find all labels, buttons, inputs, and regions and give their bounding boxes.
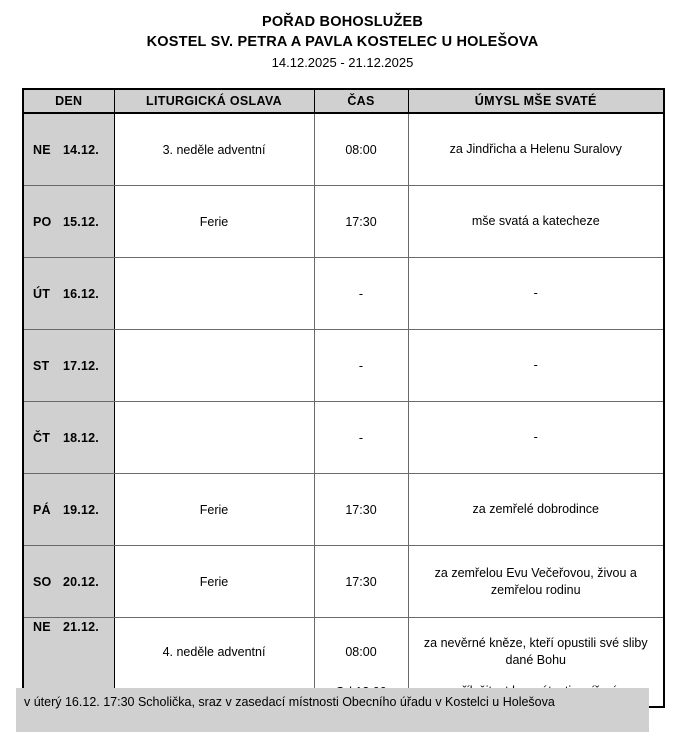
day-date: 20.12. — [63, 574, 99, 589]
column-header-liturgy: LITURGICKÁ OSLAVA — [113, 88, 315, 114]
cell-intention: - — [407, 401, 665, 474]
table-header: DEN LITURGICKÁ OSLAVA ČAS ÚMYSL MŠE SVAT… — [22, 88, 665, 114]
page-date-range: 14.12.2025 - 21.12.2025 — [271, 55, 414, 70]
liturgy-text: 4. neděle adventní — [162, 645, 266, 659]
cell-liturgy — [113, 401, 315, 474]
table-row: NE 14.12. 3. neděle adventní 08:00 za Jindři… — [22, 112, 665, 186]
time-text: 08:00 — [345, 645, 377, 659]
cell-liturgy: 3. neděle adventní — [113, 112, 315, 186]
table-row: ST 17.12. - - — [22, 329, 665, 402]
cell-liturgy: Ferie — [113, 545, 315, 618]
table-header-row: DEN LITURGICKÁ OSLAVA ČAS ÚMYSL MŠE SVAT… — [22, 88, 665, 114]
schedule-table: DEN LITURGICKÁ OSLAVA ČAS ÚMYSL MŠE SVAT… — [22, 88, 665, 708]
cell-day: SO 20.12. — [22, 545, 115, 618]
day-date: 17.12. — [63, 358, 99, 373]
table-row: ČT 18.12. - - — [22, 401, 665, 474]
cell-time: 17:30 — [313, 473, 409, 546]
cell-day: ÚT 16.12. — [22, 257, 115, 330]
intention-text: za nevěrné kněze, kteří opustili své sli… — [423, 635, 648, 667]
cell-time: - — [313, 329, 409, 402]
cell-intention: za zemřelou Evu Večeřovou, živou a zemře… — [407, 545, 665, 618]
cell-intention: mše svatá a katecheze — [407, 185, 665, 258]
table-body: NE 14.12. 3. neděle adventní 08:00 za Jindři… — [22, 112, 665, 708]
day-of-week: PO — [33, 214, 52, 229]
cell-day: ČT 18.12. — [22, 401, 115, 474]
day-date: 19.12. — [63, 502, 99, 517]
cell-intention: za Jindřicha a Helenu Suralovy — [407, 112, 665, 186]
day-date: 15.12. — [63, 214, 99, 229]
day-date: 18.12. — [63, 430, 99, 445]
day-of-week: ČT — [33, 430, 51, 445]
cell-liturgy: Ferie — [113, 185, 315, 258]
cell-intention: - — [407, 329, 665, 402]
page-subtitle-church: KOSTEL SV. PETRA A PAVLA KOSTELEC U HOLE… — [146, 34, 539, 50]
schedule-table-container: DEN LITURGICKÁ OSLAVA ČAS ÚMYSL MŠE SVAT… — [22, 88, 665, 708]
cell-day: PO 15.12. — [22, 185, 115, 258]
cell-liturgy: Ferie — [113, 473, 315, 546]
day-date: 14.12. — [63, 142, 99, 157]
column-header-day: DEN — [22, 88, 115, 114]
cell-intention: - — [407, 257, 665, 330]
day-of-week: ÚT — [33, 286, 51, 301]
page-title-block: POŘAD BOHOSLUŽEB KOSTEL SV. PETRA A PAVL… — [0, 0, 685, 74]
cell-day: ST 17.12. — [22, 329, 115, 402]
table-row: ÚT 16.12. - - — [22, 257, 665, 330]
cell-time: - — [313, 257, 409, 330]
footer-note: v úterý 16.12. 17:30 Scholička, sraz v z… — [16, 688, 649, 732]
table-row: SO 20.12. Ferie 17:30 za zemřelou Evu Večeřo… — [22, 545, 665, 618]
cell-time: 17:30 — [313, 545, 409, 618]
page-title: POŘAD BOHOSLUŽEB — [261, 14, 424, 30]
cell-intention: za zemřelé dobrodince — [407, 473, 665, 546]
table-row: PÁ 19.12. Ferie 17:30 za zemřelé dobrodince — [22, 473, 665, 546]
cell-time: 08:00 — [313, 112, 409, 186]
day-of-week: NE — [33, 620, 51, 634]
day-date: 21.12. — [63, 620, 99, 634]
day-of-week: PÁ — [33, 502, 51, 517]
cell-time: 17:30 — [313, 185, 409, 258]
day-of-week: NE — [33, 142, 51, 157]
day-of-week: ST — [33, 358, 50, 373]
day-date: 16.12. — [63, 286, 99, 301]
cell-day: NE 14.12. — [22, 112, 115, 186]
table-row: PO 15.12. Ferie 17:30 mše svatá a katecheze — [22, 185, 665, 258]
column-header-intention: ÚMYSL MŠE SVATÉ — [407, 88, 665, 114]
cell-liturgy — [113, 329, 315, 402]
day-of-week: SO — [33, 574, 52, 589]
cell-time: - — [313, 401, 409, 474]
cell-day: PÁ 19.12. — [22, 473, 115, 546]
column-header-time: ČAS — [313, 88, 409, 114]
cell-liturgy — [113, 257, 315, 330]
